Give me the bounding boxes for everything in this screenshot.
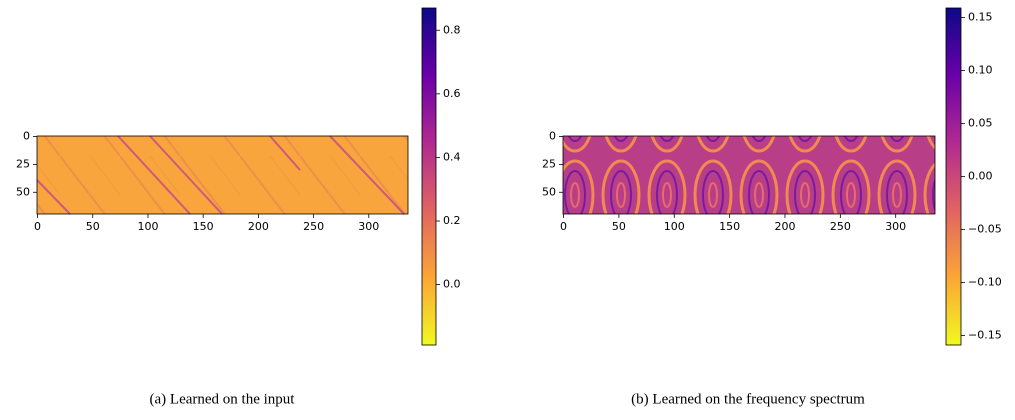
plot-frame	[562, 135, 936, 215]
colorbar	[421, 7, 437, 346]
colorbar-tick-label: 0.15	[968, 11, 993, 24]
colorbar-tick-label: 0.10	[968, 64, 993, 77]
y-tick-label: 25	[16, 157, 30, 170]
x-tick-label: 150	[719, 220, 740, 233]
y-tick-label: 50	[542, 185, 556, 198]
x-tick-label: 50	[86, 220, 100, 233]
colorbar-tick-label: −0.10	[968, 275, 1002, 288]
colorbar-tick-label: −0.05	[968, 222, 1002, 235]
colorbar-tick-label: 0.05	[968, 117, 993, 130]
x-tick-label: 300	[358, 220, 379, 233]
y-tick-label: 50	[16, 185, 30, 198]
y-tick-label: 0	[549, 130, 556, 143]
colorbar-tick-label: 0.2	[443, 214, 461, 227]
x-tick-label: 200	[774, 220, 795, 233]
colorbar-tick-label: 0.4	[443, 150, 461, 163]
caption: (b) Learned on the frequency spectrum	[631, 391, 865, 407]
caption: (a) Learned on the input	[150, 391, 296, 407]
x-tick-label: 50	[612, 220, 626, 233]
y-tick-label: 25	[542, 157, 556, 170]
colorbar-tick-label: 0.00	[968, 170, 993, 183]
y-tick-label: 0	[23, 130, 30, 143]
colorbar-tick-label: −0.15	[968, 328, 1002, 341]
x-tick-label: 0	[34, 220, 41, 233]
x-tick-label: 100	[137, 220, 158, 233]
plot-frame	[36, 135, 409, 215]
x-tick-label: 300	[885, 220, 906, 233]
x-tick-label: 250	[830, 220, 851, 233]
x-tick-label: 150	[193, 220, 214, 233]
colorbar-tick-label: 0.0	[443, 278, 461, 291]
x-tick-label: 200	[248, 220, 269, 233]
x-tick-label: 100	[664, 220, 685, 233]
x-tick-label: 0	[560, 220, 567, 233]
colorbar-tick-label: 0.8	[443, 23, 461, 36]
heatmap-a-image	[36, 135, 408, 215]
heatmap-b-image	[563, 136, 935, 214]
colorbar	[945, 7, 962, 346]
colorbar-tick-label: 0.6	[443, 87, 461, 100]
x-tick-label: 250	[303, 220, 324, 233]
